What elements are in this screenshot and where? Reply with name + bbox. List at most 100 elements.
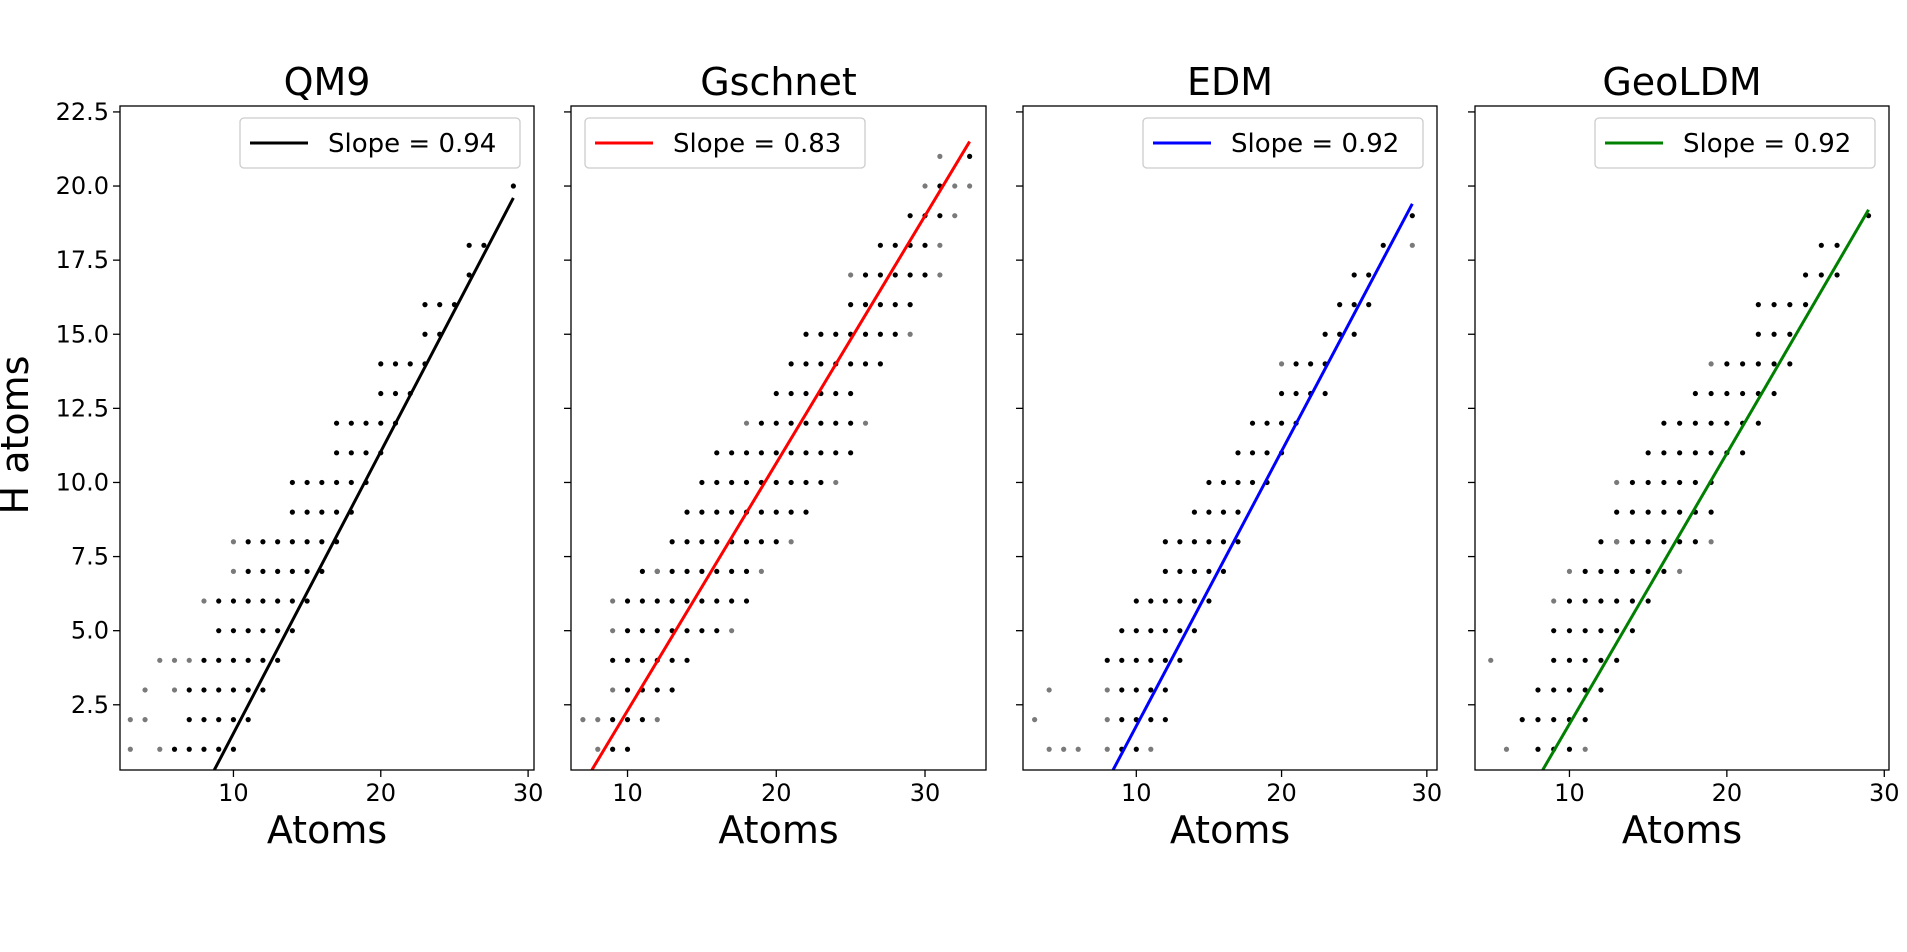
scatter-point	[907, 272, 913, 278]
scatter-point	[319, 539, 325, 545]
scatter-point	[1293, 361, 1299, 367]
scatter-point	[1551, 717, 1557, 723]
legend-box	[239, 117, 521, 169]
scatter-point-faint	[922, 183, 928, 189]
scatter-point	[714, 539, 720, 545]
scatter-point	[201, 746, 207, 752]
scatter-point	[1249, 420, 1256, 426]
scatter-point	[466, 242, 472, 248]
scatter-point	[803, 361, 809, 367]
panel-geoldm: GeoLDM Atoms 10 20 30 Slope = 0.92	[1468, 60, 1900, 852]
scatter-point	[1104, 657, 1110, 663]
scatter-point	[1692, 479, 1698, 486]
scatter-point-faint	[580, 717, 586, 723]
scatter-point	[729, 568, 735, 574]
scatter-point	[892, 331, 898, 337]
scatter-point	[1629, 598, 1636, 604]
scatter-point-faint	[1677, 568, 1683, 574]
scatter-point-faint	[937, 242, 943, 248]
scatter-point	[743, 450, 750, 456]
legend: Slope = 0.94	[239, 117, 521, 169]
scatter-point	[729, 479, 735, 486]
scatter-point	[392, 361, 399, 367]
scatter-point	[289, 598, 295, 604]
scatter-point	[245, 598, 251, 604]
scatter-point	[1249, 479, 1256, 486]
scatter-point	[1566, 687, 1573, 693]
scatter-point	[1787, 361, 1793, 367]
scatter-point-faint	[654, 717, 660, 723]
scatter-point	[967, 153, 973, 159]
scatter-point	[729, 450, 735, 456]
scatter-point	[230, 746, 237, 752]
scatter-point-faint	[1104, 717, 1110, 723]
fit-line	[1541, 208, 1870, 770]
scatter-point-faint	[171, 687, 178, 693]
scatter-point-faint	[186, 657, 192, 663]
legend-label: Slope = 0.92	[1231, 129, 1399, 159]
scatter-point	[684, 598, 690, 604]
scatter-point	[892, 242, 898, 248]
scatter-point	[1264, 420, 1270, 426]
scatter-series	[1032, 213, 1415, 752]
scatter-point	[1551, 628, 1557, 634]
scatter-point	[304, 568, 310, 574]
scatter-point	[245, 657, 251, 663]
scatter-point-faint	[171, 657, 178, 663]
scatter-point	[260, 628, 266, 634]
scatter-point	[699, 539, 705, 545]
scatter-point-faint	[595, 717, 601, 723]
scatter-point	[289, 628, 295, 634]
scatter-point-faint	[157, 657, 163, 663]
scatter-point	[1177, 598, 1183, 604]
scatter-point	[1771, 390, 1777, 397]
scatter-point	[639, 598, 645, 604]
scatter-point-faint	[788, 539, 794, 545]
scatter-point	[1771, 331, 1777, 337]
scatter-point	[1614, 568, 1620, 574]
x-axis-label: Atoms	[1622, 808, 1742, 852]
scatter-point	[669, 539, 675, 545]
scatter-point	[1724, 361, 1730, 367]
scatter-point	[848, 450, 854, 456]
scatter-point	[275, 539, 281, 545]
scatter-point	[333, 509, 340, 515]
scatter-point-faint	[1032, 717, 1038, 723]
scatter-point	[378, 390, 384, 397]
scatter-point	[1206, 509, 1212, 515]
x-axis-label: Atoms	[718, 808, 838, 852]
scatter-point	[1119, 657, 1125, 663]
scatter-point	[1566, 657, 1573, 663]
scatter-point-faint	[937, 272, 943, 278]
x-tick-label: 20	[761, 779, 792, 807]
scatter-point	[1598, 657, 1604, 663]
scatter-point	[833, 390, 839, 397]
x-axis-label: Atoms	[1170, 808, 1290, 852]
scatter-series	[580, 153, 973, 752]
scatter-point	[1755, 420, 1761, 426]
scatter-point	[1582, 568, 1588, 574]
scatter-point	[758, 420, 764, 426]
scatter-point-faint	[1104, 746, 1110, 752]
scatter-point	[1802, 272, 1809, 278]
scatter-point	[201, 657, 207, 663]
scatter-point-faint	[654, 568, 660, 574]
scatter-point	[803, 331, 809, 337]
scatter-point	[1162, 598, 1168, 604]
scatter-point	[818, 331, 824, 337]
scatter-point	[1834, 242, 1840, 248]
scatter-point	[833, 331, 839, 337]
scatter-point	[230, 657, 237, 663]
scatter-point	[848, 390, 854, 397]
scatter-point	[803, 479, 809, 486]
scatter-point	[1119, 687, 1125, 693]
scatter-point	[1677, 420, 1683, 426]
scatter-point	[1220, 568, 1227, 574]
scatter-point	[1661, 568, 1667, 574]
scatter-point	[639, 657, 645, 663]
scatter-point	[699, 568, 705, 574]
scatter-point	[1293, 390, 1299, 397]
scatter-point	[1740, 361, 1746, 367]
scatter-point	[1162, 539, 1168, 545]
